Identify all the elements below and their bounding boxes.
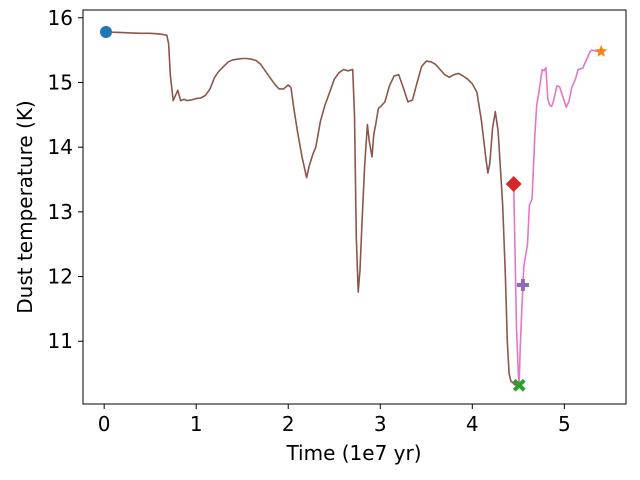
diamond-marker: [505, 176, 522, 193]
x-tick-label: 1: [190, 412, 203, 436]
y-tick-label: 11: [48, 329, 73, 353]
y-tick-label: 13: [48, 200, 73, 224]
x-axis-label: Time (1e7 yr): [285, 441, 421, 465]
x-tick-label: 3: [374, 412, 387, 436]
x-axis: 0 1 2 3 4 5: [98, 404, 571, 436]
y-axis: 11 12 13 14 15 16: [48, 6, 83, 353]
marker-layer: [100, 25, 608, 392]
y-tick-label: 16: [48, 6, 73, 30]
y-tick-label: 14: [48, 135, 73, 159]
end-star-marker: [595, 44, 608, 57]
y-axis-label: Dust temperature (K): [13, 100, 37, 314]
start-circle-marker: [100, 25, 113, 38]
series-line-2: [105, 31, 519, 387]
y-tick-label: 15: [48, 70, 73, 94]
plus-marker: [516, 278, 529, 291]
x-tick-label: 4: [466, 412, 479, 436]
x-marker: [512, 378, 526, 392]
x-tick-label: 5: [558, 412, 571, 436]
x-tick-label: 2: [282, 412, 295, 436]
x-tick-label: 0: [98, 412, 111, 436]
y-tick-label: 12: [48, 265, 73, 289]
plot-frame: [82, 9, 627, 405]
